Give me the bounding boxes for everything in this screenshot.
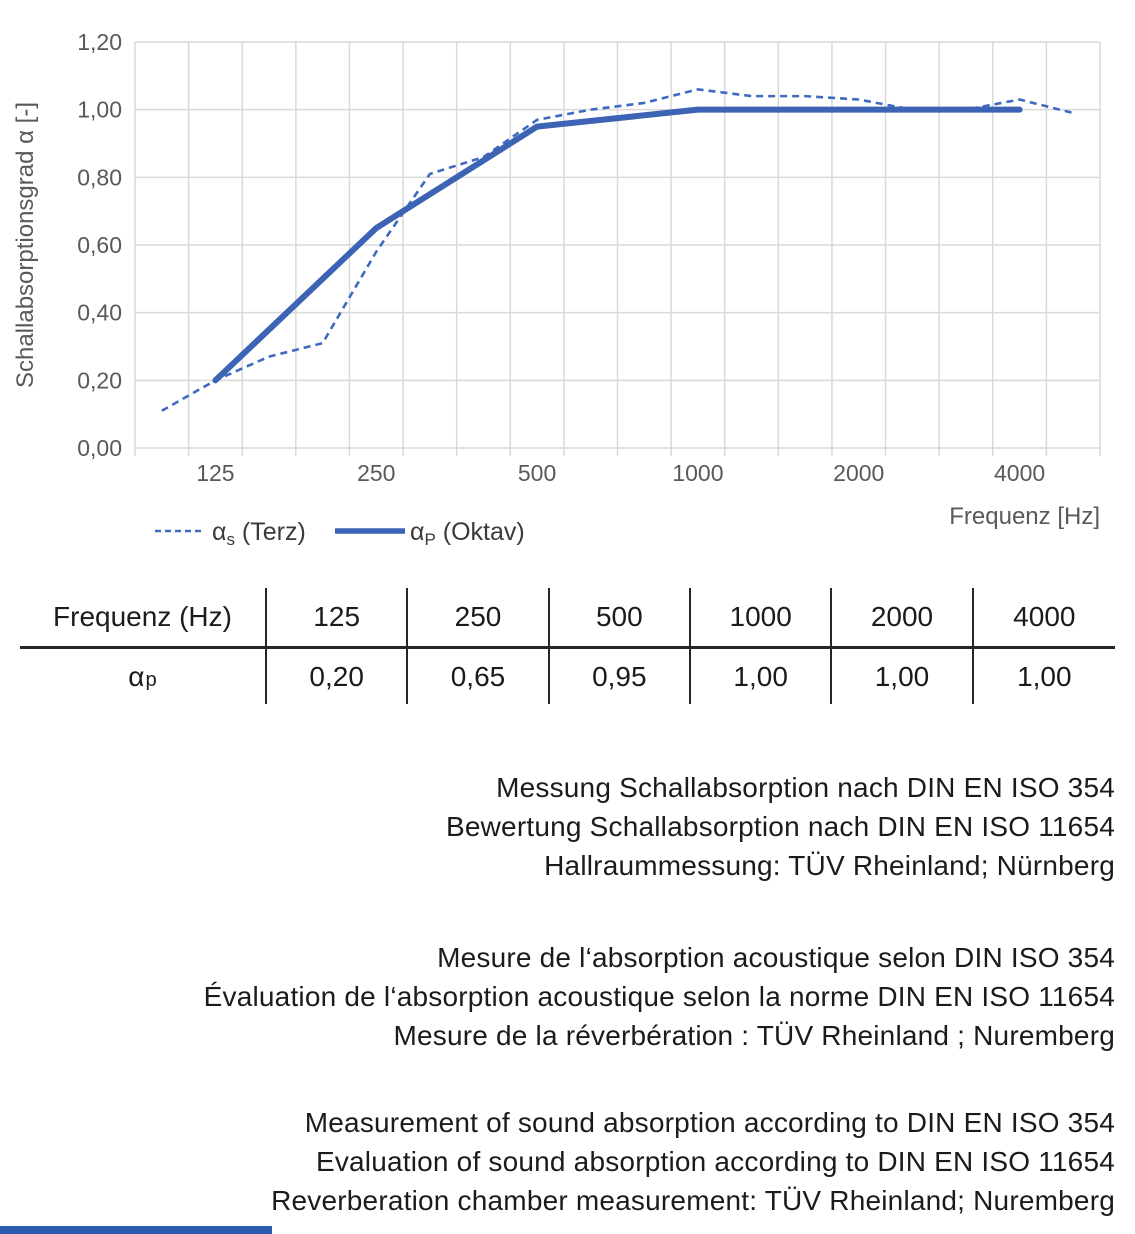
table-header-frequency: Frequenz (Hz) <box>20 588 267 649</box>
table-header-1000: 1000 <box>690 588 833 649</box>
table-value-500: 0,95 <box>550 649 691 704</box>
svg-text:0,80: 0,80 <box>77 164 122 190</box>
alpha-symbol: α <box>128 660 145 692</box>
y-axis-title: Schallabsorptionsgrad α [-] <box>12 102 39 388</box>
svg-text:2000: 2000 <box>833 460 884 486</box>
note-french-line-1: Mesure de l‘absorption acoustique selon … <box>437 942 1115 973</box>
table-header-250: 250 <box>408 588 550 649</box>
series-alpha-s-terz <box>161 88 1074 412</box>
svg-text:1,00: 1,00 <box>77 97 122 123</box>
table-header-125: 125 <box>267 588 409 649</box>
note-french-line-3: Mesure de la réverbération : TÜV Rheinla… <box>393 1020 1115 1051</box>
svg-text:1000: 1000 <box>672 460 723 486</box>
note-english-line-2: Evaluation of sound absorption according… <box>315 1146 1115 1177</box>
table-value-2000: 1,00 <box>832 649 974 704</box>
note-french-line-2: Évaluation de l‘absorption acoustique se… <box>203 981 1115 1012</box>
table-value-4000: 1,00 <box>1017 660 1072 692</box>
x-axis-tick-labels: 125 250 500 1000 2000 4000 <box>196 460 1045 486</box>
alpha-subscript: p <box>145 669 157 691</box>
svg-text:0,60: 0,60 <box>77 232 122 258</box>
note-english-line-3: Reverberation chamber measurement: TÜV R… <box>271 1185 1115 1216</box>
note-german-line-3: Hallraummessung: TÜV Rheinland; Nürnberg <box>544 850 1115 881</box>
legend-label-oktav: αP (Oktav) <box>410 518 525 549</box>
table-header-4000: 4000 <box>973 588 1115 649</box>
absorption-chart: 0,00 0,20 0,40 0,60 0,80 1,00 1,20 125 250 500 100… <box>12 29 1101 549</box>
svg-text:125: 125 <box>196 460 234 486</box>
svg-text:500: 500 <box>518 460 556 486</box>
note-french: Mesure de l‘absorption acoustique selon … <box>20 938 1115 1055</box>
chart-gridlines <box>134 41 1101 456</box>
note-english: Measurement of sound absorption accordin… <box>20 1103 1115 1220</box>
table-value-1000: 1,00 <box>691 649 833 704</box>
table-value-125: 0,20 <box>267 649 409 704</box>
legend-label-terz: αs (Terz) <box>212 518 306 549</box>
svg-text:250: 250 <box>357 460 395 486</box>
footer-accent-bar <box>0 1226 272 1234</box>
note-english-line-1: Measurement of sound absorption accordin… <box>304 1107 1115 1138</box>
note-german-line-2: Bewertung Schallabsorption nach DIN EN I… <box>445 811 1115 842</box>
table-header-2000: 2000 <box>832 588 974 649</box>
svg-text:1,20: 1,20 <box>77 29 122 55</box>
svg-text:0,20: 0,20 <box>77 367 122 393</box>
series-alpha-p-oktav <box>212 106 1023 384</box>
svg-text:0,40: 0,40 <box>77 300 122 326</box>
y-axis-tick-labels: 0,00 0,20 0,40 0,60 0,80 1,00 1,20 <box>77 29 122 461</box>
svg-text:0,00: 0,00 <box>77 435 122 461</box>
svg-text:4000: 4000 <box>994 460 1045 486</box>
note-german: Messung Schallabsorption nach DIN EN ISO… <box>20 768 1115 885</box>
table-header-500: 500 <box>549 588 691 649</box>
x-axis-title: Frequenz [Hz] <box>949 503 1100 530</box>
table-value-250: 0,65 <box>408 649 550 704</box>
note-german-line-1: Messung Schallabsorption nach DIN EN ISO… <box>496 772 1115 803</box>
absorption-table: Frequenz (Hz) 125 250 500 1000 2000 4000… <box>20 588 1115 704</box>
